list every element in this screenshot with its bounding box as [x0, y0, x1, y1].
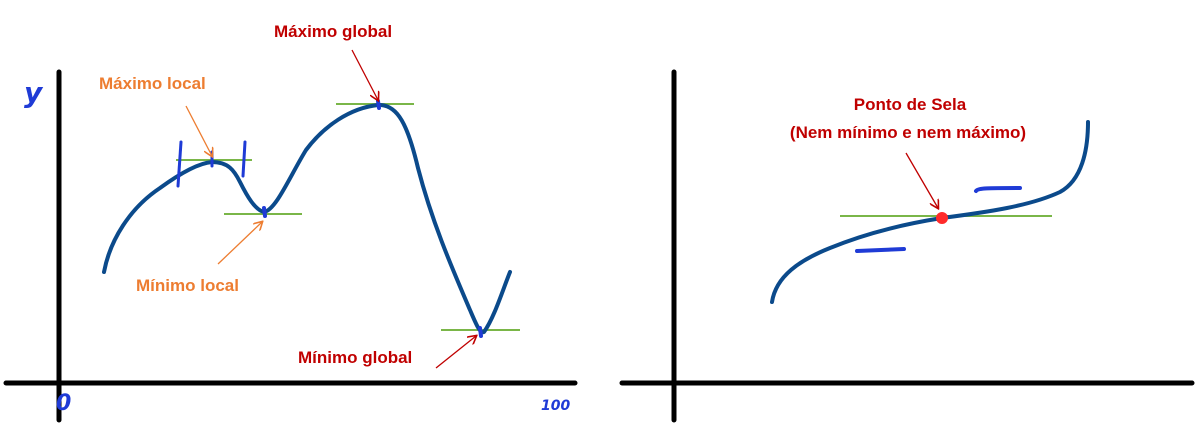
- mark-local-min: [262, 206, 267, 218]
- arrow-global-min: [435, 336, 476, 369]
- label-global-min: Mínimo global: [298, 348, 412, 367]
- mark-local-max-right: [241, 140, 247, 178]
- saddle-title-line2: (Nem mínimo e nem máximo): [790, 123, 1026, 142]
- label-global-max: Máximo global: [274, 22, 392, 41]
- dash-below: [855, 247, 906, 253]
- saddle-title-line1: Ponto de Sela: [854, 95, 967, 114]
- x-origin-label: 0: [56, 391, 71, 416]
- right-curve: [770, 120, 1090, 304]
- mark-global-min: [478, 326, 483, 338]
- arrow-saddle: [905, 152, 938, 208]
- right-plot: Ponto de Sela (Nem mínimo e nem máximo): [619, 69, 1195, 423]
- dash-above: [974, 186, 1022, 193]
- left-plot: y 0 100 Máximo global Máximo local Mínim…: [3, 22, 578, 423]
- mark-global-max: [376, 99, 381, 110]
- arrow-global-max: [351, 49, 378, 100]
- saddle-point: [936, 212, 948, 224]
- x-end-label: 100: [541, 398, 570, 414]
- left-curve: [102, 102, 512, 335]
- label-local-max: Máximo local: [99, 74, 206, 93]
- label-local-min: Mínimo local: [136, 276, 239, 295]
- mark-local-max-left: [176, 140, 183, 188]
- y-axis-label: y: [24, 76, 44, 109]
- arrow-local-min: [217, 222, 262, 265]
- arrow-local-max: [185, 105, 212, 156]
